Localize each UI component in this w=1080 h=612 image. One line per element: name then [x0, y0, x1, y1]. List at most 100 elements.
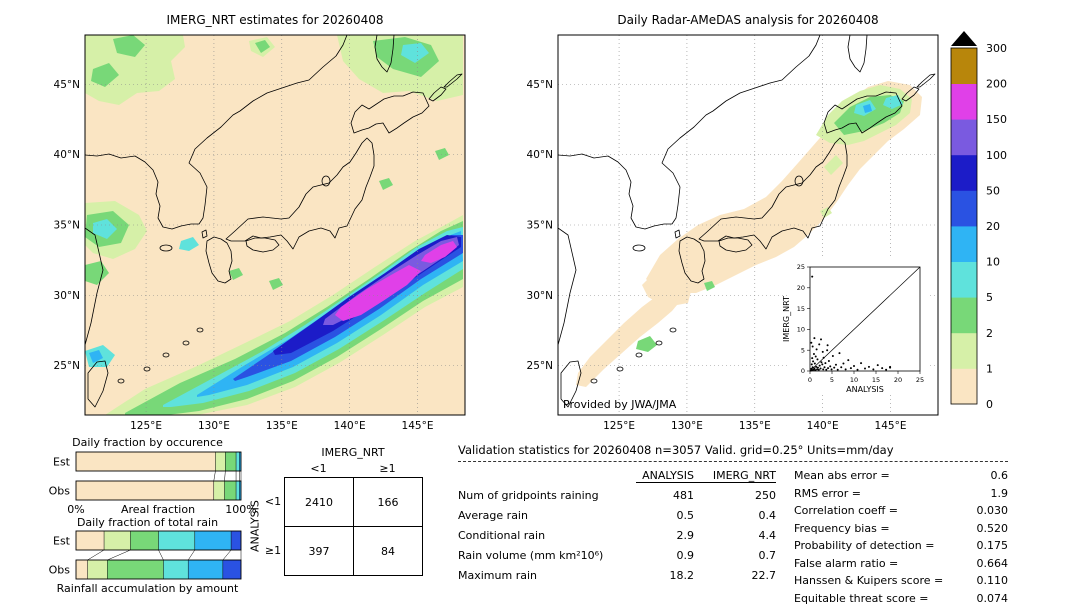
- lat-tick-label: 25°N: [54, 360, 80, 372]
- one-to-one-line: [809, 266, 921, 372]
- precip-contour: [335, 265, 421, 321]
- axis-max-label: 100%: [225, 503, 257, 516]
- colorbar-tick-label: 10: [986, 256, 1000, 269]
- colorbar-tick-label: 300: [986, 42, 1007, 55]
- scatter-point: [844, 368, 847, 371]
- lon-tick-label: 125°E: [603, 420, 635, 432]
- inset-y-tick-label: 5: [801, 346, 805, 354]
- lat-tick-label: 35°N: [527, 220, 553, 232]
- scatter-point: [836, 368, 839, 371]
- colorbar-tick-label: 150: [986, 113, 1007, 126]
- contingency-col-headers: <1 ≥1: [284, 462, 422, 475]
- coastline: [159, 244, 173, 252]
- inset-x-tick-label: 15: [872, 376, 880, 384]
- scatter-point: [889, 366, 892, 369]
- bar-segment: [76, 531, 105, 550]
- validation-column-headers: ANALYSIS IMERG_NRT: [636, 469, 776, 483]
- score-label: Mean abs error =: [794, 469, 890, 483]
- bar-segment: [213, 481, 225, 500]
- lat-tick-label: 30°N: [54, 290, 80, 302]
- flow-connector: [224, 470, 226, 482]
- bar-segment: [239, 452, 241, 471]
- scatter-point: [821, 363, 824, 366]
- contingency-grid: 2410 166 397 84: [284, 477, 423, 576]
- bar-row-label: Obs: [49, 485, 71, 498]
- row-label: Num of gridpoints raining: [458, 488, 599, 502]
- scatter-point: [820, 361, 823, 364]
- inset-y-tick-label: 25: [797, 263, 805, 271]
- precip-contour: [576, 289, 682, 387]
- inset-scatter-plot: 00 5 5 10 10 15 15 20 20 25 25 ANALYSIS IMERG_NRT: [782, 257, 928, 394]
- lon-tick-label: 145°E: [402, 420, 434, 432]
- coastline: [321, 175, 331, 187]
- scatter-point: [822, 356, 825, 359]
- coastline: [558, 227, 577, 346]
- contingency-col-group-label: IMERG_NRT: [321, 446, 385, 459]
- scatter-point: [823, 366, 826, 369]
- map-frame: [84, 34, 466, 416]
- lat-tick-label: 30°N: [527, 290, 553, 302]
- bar-outline: [75, 559, 242, 580]
- precip-contour: [113, 35, 145, 57]
- imerg-column-header: IMERG_NRT: [712, 469, 776, 482]
- bar-segment: [104, 531, 131, 550]
- colorbar-segment: [951, 83, 977, 120]
- coastline: [350, 91, 430, 134]
- coastline: [182, 340, 190, 346]
- lon-tick-label: 130°E: [671, 420, 703, 432]
- bar-outline: [75, 480, 242, 501]
- coastline: [196, 327, 204, 333]
- score-value: 0.030: [976, 504, 1009, 518]
- map-credit: Provided by JWA/JMA: [563, 398, 677, 411]
- precip-contour: [85, 261, 109, 285]
- bar-segment: [76, 560, 88, 579]
- score-label: Equitable threat score =: [794, 591, 929, 605]
- colorbar-tick-label: 200: [986, 78, 1007, 91]
- score-label: Probability of detection =: [794, 539, 935, 553]
- score-row: RMS error = 1.9: [794, 485, 1008, 503]
- row-label: Rain volume (mm km²10⁶): [458, 548, 604, 562]
- precip-contour: [229, 268, 243, 280]
- row-label: Conditional rain: [458, 528, 546, 542]
- flow-connector: [158, 549, 164, 561]
- imerg-value: 250: [755, 488, 776, 502]
- colorbar-tick-label: 50: [986, 184, 1000, 197]
- inset-x-axis-label: ANALYSIS: [846, 385, 884, 394]
- colorbar-frame: [950, 47, 978, 405]
- score-row: Hanssen & Kuipers score = 0.110: [794, 572, 1008, 590]
- scatter-point: [818, 364, 821, 367]
- scatter-point: [826, 349, 829, 352]
- analysis-value: 2.9: [676, 528, 695, 542]
- precip-contour: [93, 219, 117, 239]
- lat-tick-label: 35°N: [54, 220, 80, 232]
- row-header-ge1: ≥1: [264, 544, 282, 557]
- scatter-point: [816, 366, 819, 369]
- precip-contour: [125, 221, 463, 415]
- coastline: [428, 86, 447, 102]
- bar-segment: [188, 560, 223, 579]
- coastline: [616, 366, 624, 372]
- precip-contour: [269, 278, 283, 290]
- scatter-point: [821, 350, 824, 353]
- scatter-point: [811, 345, 814, 348]
- coastline: [669, 327, 677, 333]
- colorbar-segment: [951, 119, 977, 156]
- scatter-point: [838, 352, 841, 355]
- lat-tick-label: 40°N: [54, 149, 80, 161]
- inset-x-tick-label: 10: [850, 376, 858, 384]
- axis-title: Areal fraction: [120, 503, 196, 516]
- coastline: [635, 352, 643, 358]
- flow-connector: [87, 549, 105, 561]
- scatter-point: [847, 359, 850, 362]
- scatter-point: [826, 344, 829, 347]
- coastline: [558, 35, 821, 230]
- precip-contour: [255, 40, 270, 53]
- colorbar-tick-label: 5: [986, 291, 993, 304]
- coastline: [590, 378, 598, 384]
- colorbar-tick-label: 0: [986, 398, 993, 411]
- bar-segment: [231, 531, 241, 550]
- scatter-point: [853, 365, 855, 368]
- bar-segment: [163, 560, 189, 579]
- inset-x-tick-label: 25: [916, 376, 924, 384]
- bar-row-label: Est: [53, 535, 71, 548]
